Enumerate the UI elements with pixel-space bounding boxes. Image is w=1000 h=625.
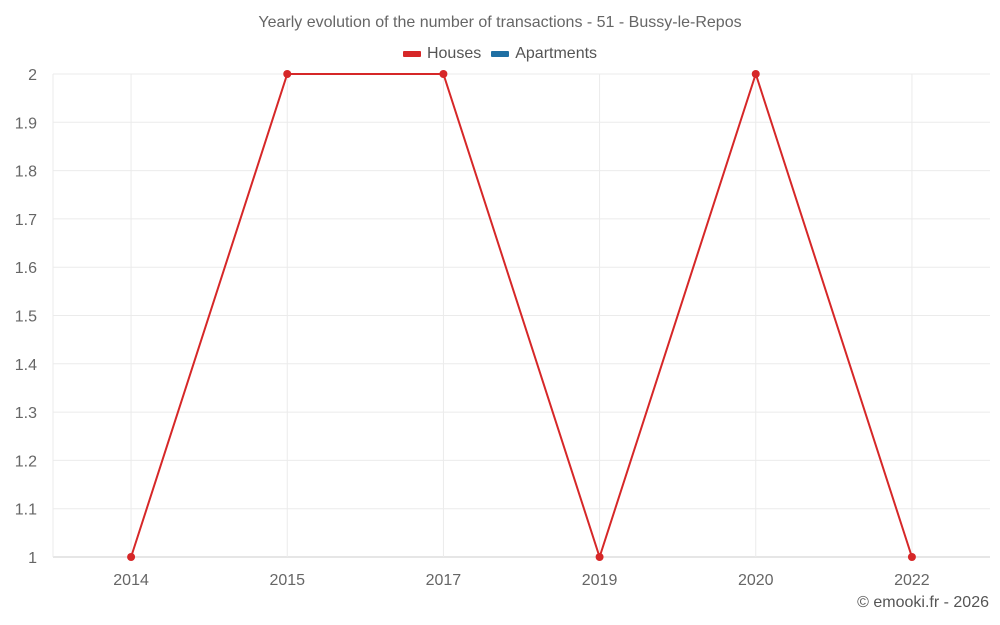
- apartments-swatch-icon: [491, 51, 510, 57]
- houses-swatch-icon: [402, 51, 421, 57]
- x-tick-label: 2014: [113, 572, 149, 589]
- data-point[interactable]: [127, 553, 136, 561]
- y-tick-label: 1.4: [15, 357, 37, 374]
- chart-legend: Houses Apartments: [0, 45, 1000, 63]
- y-tick-label: 2: [28, 67, 37, 84]
- legend-label-houses: Houses: [426, 45, 482, 62]
- y-tick-label: 1.1: [15, 502, 37, 519]
- legend-item-houses[interactable]: Houses: [402, 45, 482, 63]
- data-point[interactable]: [439, 70, 448, 78]
- data-point[interactable]: [751, 70, 760, 78]
- legend-item-apartments[interactable]: Apartments: [491, 45, 597, 63]
- y-tick-label: 1: [28, 550, 37, 567]
- legend-label-apartments: Apartments: [515, 45, 598, 62]
- y-tick-label: 1.9: [15, 115, 37, 132]
- x-tick-label: 2015: [269, 572, 305, 589]
- copyright-credit: © emooki.fr - 2026: [857, 594, 989, 611]
- y-tick-label: 1.6: [15, 260, 37, 277]
- x-tick-label: 2020: [738, 572, 774, 589]
- series-line-houses: [130, 70, 913, 561]
- y-tick-label: 1.3: [15, 405, 37, 422]
- data-point[interactable]: [283, 70, 292, 78]
- chart-title: Yearly evolution of the number of transa…: [258, 14, 742, 31]
- data-point[interactable]: [907, 553, 916, 561]
- y-tick-label: 1.7: [15, 212, 37, 229]
- x-tick-label: 2022: [894, 572, 930, 589]
- x-tick-label: 2019: [582, 572, 618, 589]
- x-tick-label: 2017: [426, 572, 462, 589]
- y-tick-label: 1.5: [15, 309, 37, 326]
- y-tick-label: 1.8: [15, 164, 37, 181]
- y-tick-label: 1.2: [15, 453, 37, 470]
- data-point[interactable]: [595, 553, 604, 561]
